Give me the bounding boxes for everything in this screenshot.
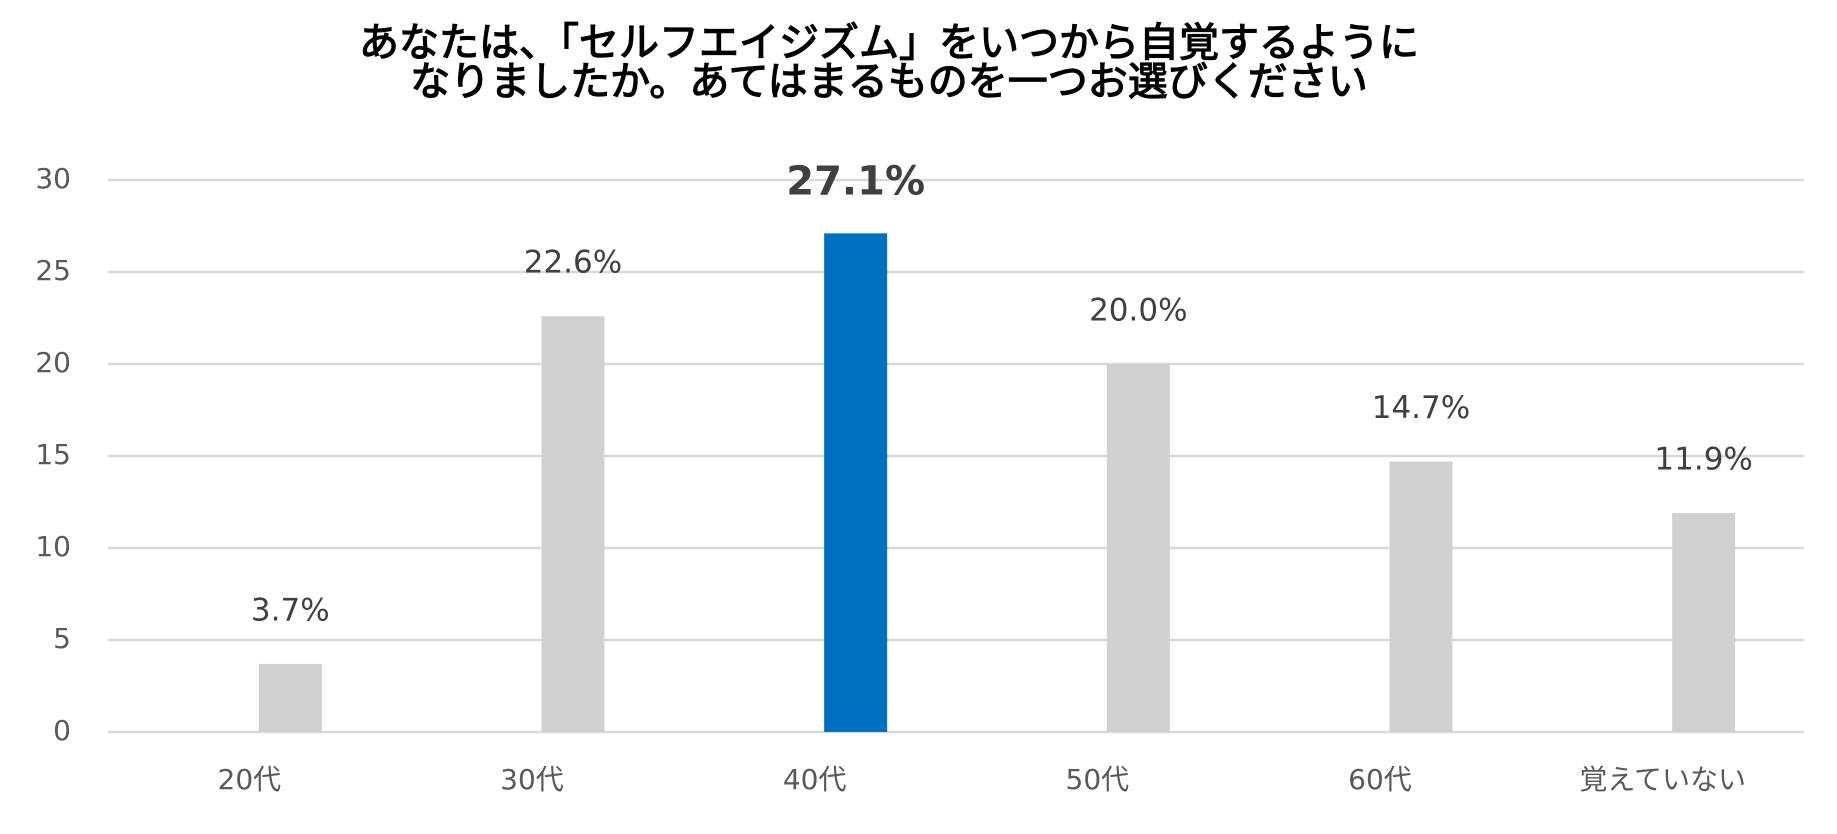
x-tick-label: 60代	[1348, 763, 1412, 796]
bar	[1672, 513, 1736, 732]
y-tick-label: 5	[53, 622, 71, 655]
chart-title: あなたは、「セルフエイジズム」をいつから自覚するように	[359, 20, 1419, 66]
chart-title: なりましたか。あてはまるものを一つお選びください	[410, 59, 1368, 105]
x-tick-label: 40代	[783, 763, 847, 796]
bar	[1106, 364, 1170, 732]
x-tick-label: 50代	[1066, 763, 1130, 796]
x-tick-label: 覚えていない	[1579, 763, 1746, 796]
y-tick-label: 30	[35, 162, 71, 195]
data-label: 3.7%	[251, 592, 330, 628]
bar	[1389, 461, 1453, 732]
x-tick-label: 20代	[218, 763, 282, 796]
y-tick-label: 0	[53, 714, 71, 747]
bar	[258, 663, 322, 732]
data-label: 27.1%	[786, 158, 925, 204]
data-label: 20.0%	[1089, 293, 1187, 329]
y-tick-label: 25	[35, 254, 71, 287]
x-tick-label: 30代	[500, 763, 564, 796]
bar	[541, 316, 605, 732]
data-label: 14.7%	[1372, 390, 1470, 426]
data-label: 11.9%	[1654, 442, 1752, 478]
data-label: 22.6%	[524, 245, 622, 281]
bar	[824, 233, 888, 733]
y-tick-label: 15	[35, 438, 71, 471]
y-tick-label: 10	[35, 530, 71, 563]
y-tick-label: 20	[35, 346, 71, 379]
